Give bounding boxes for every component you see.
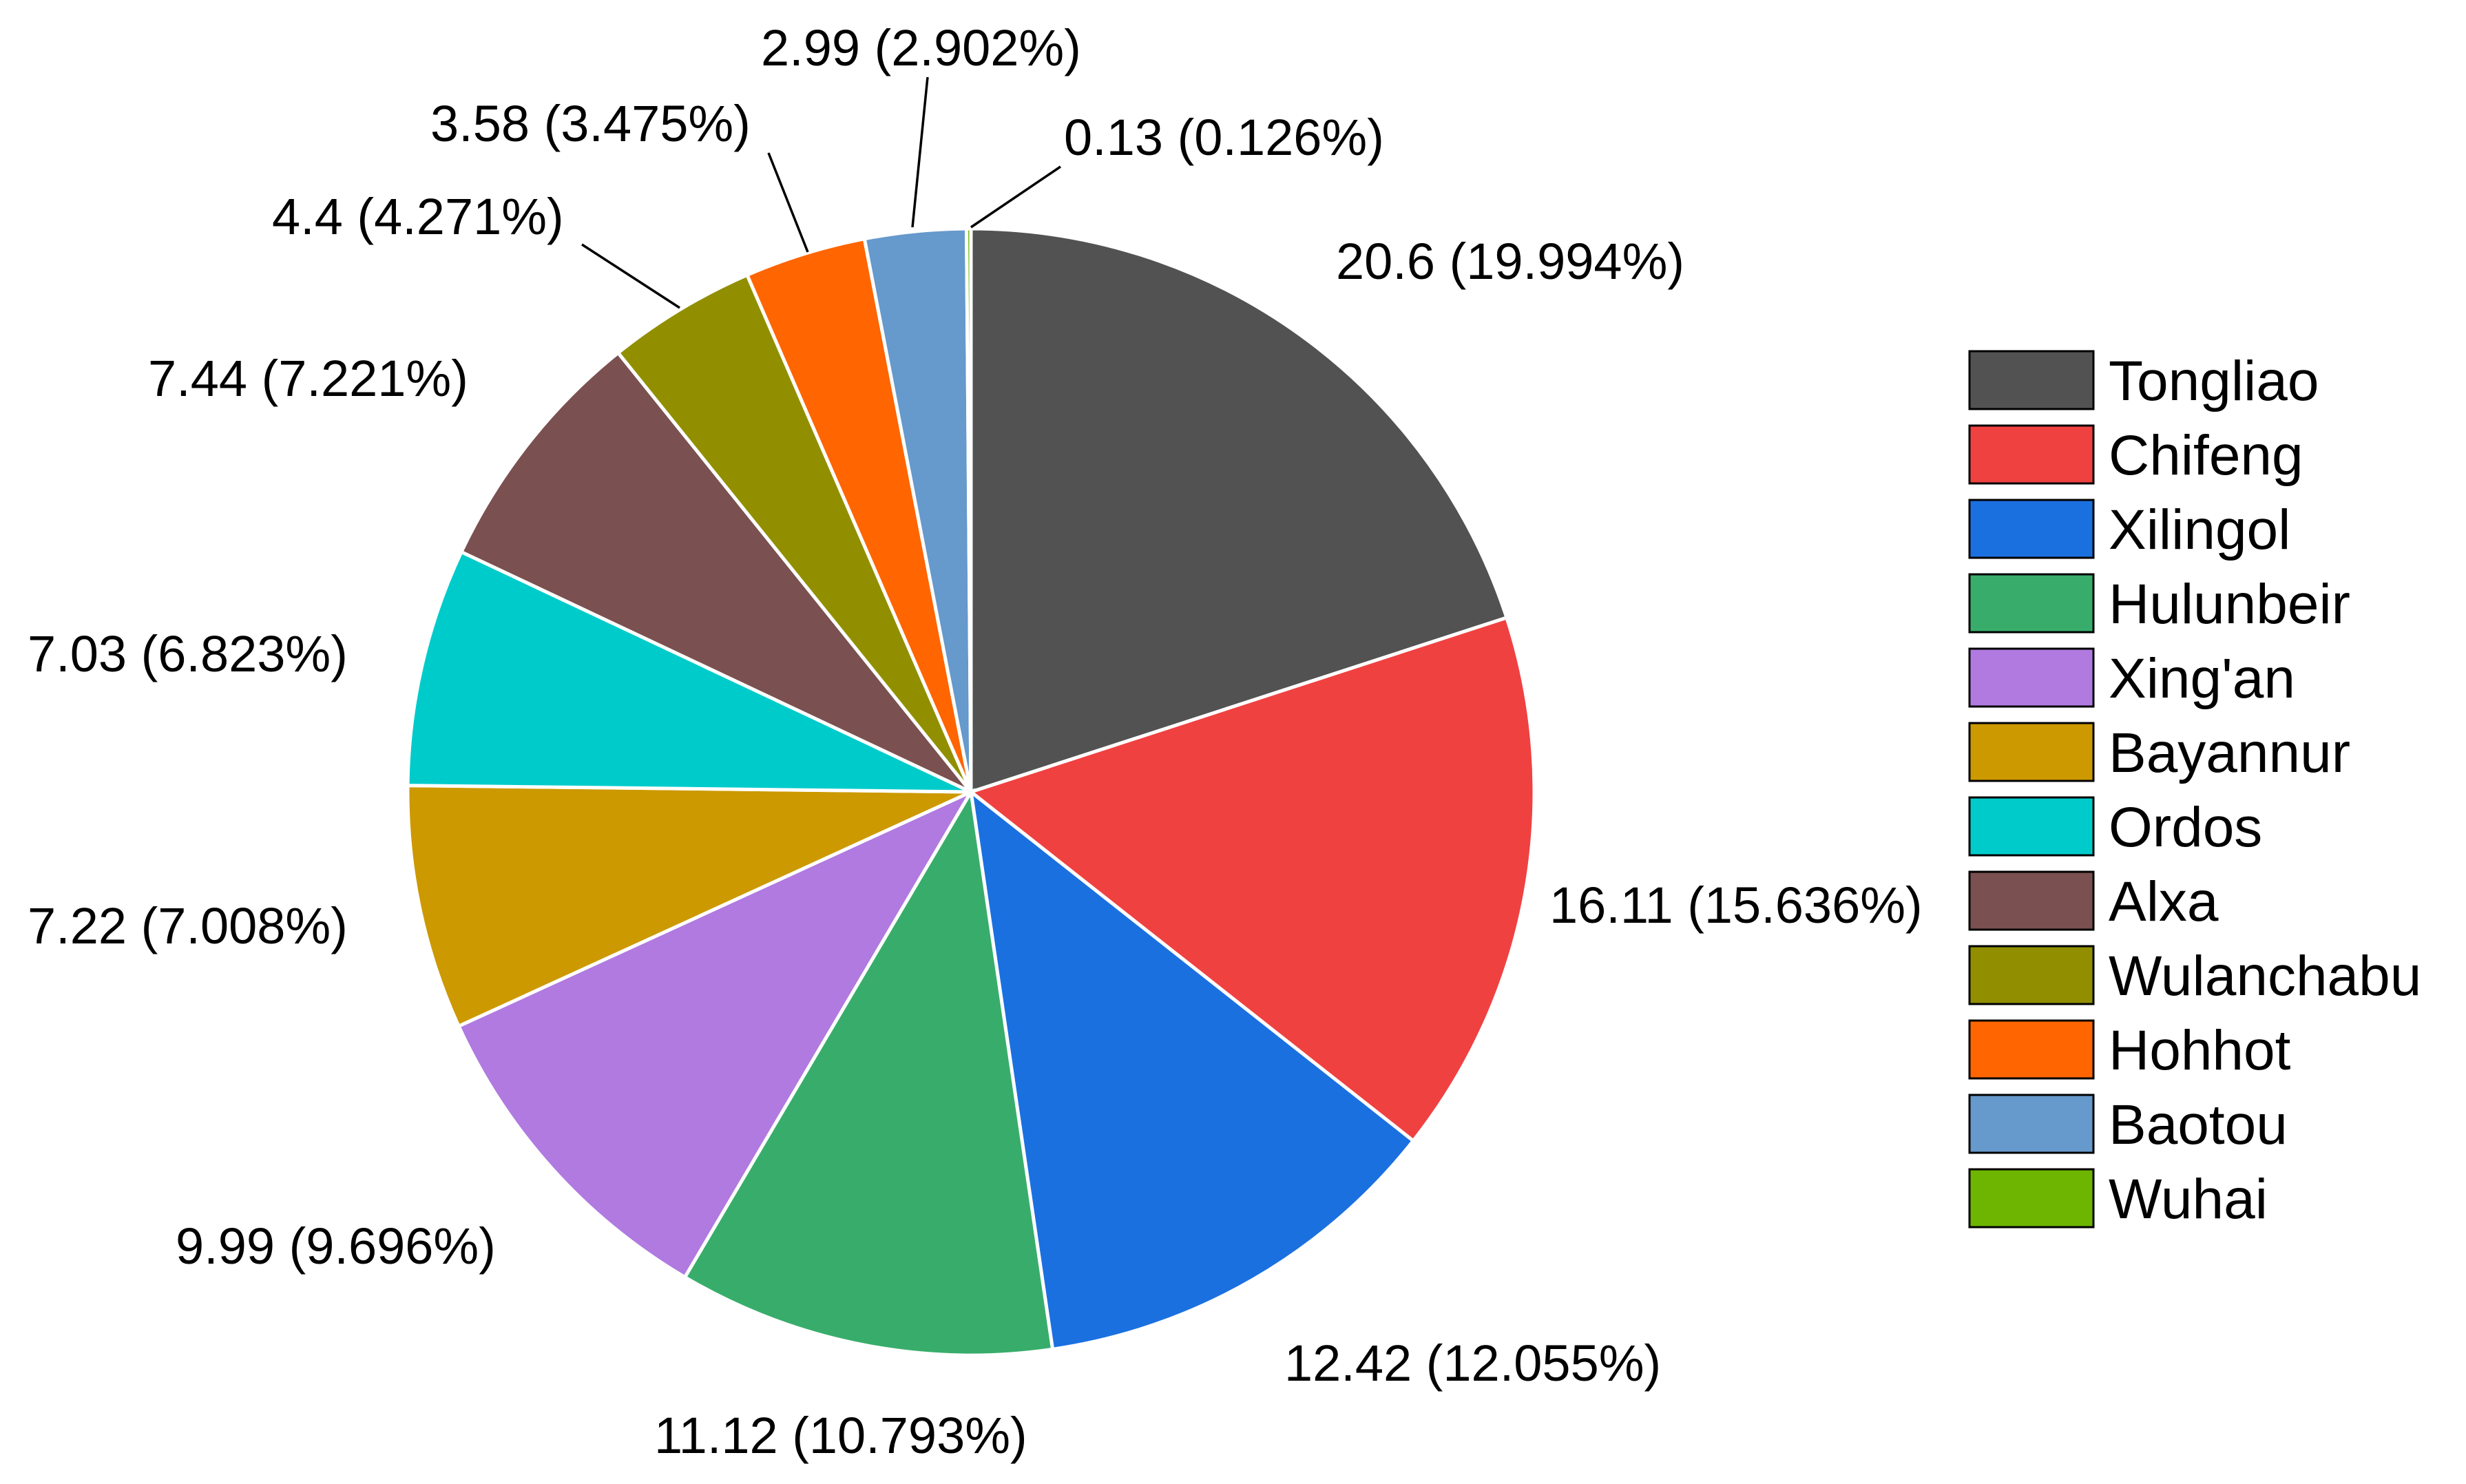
legend-swatch-hohhot — [1968, 1019, 2095, 1080]
legend-label-xilingol: Xilingol — [2109, 499, 2290, 561]
slice-labels: 20.6 (19.994%) 16.11 (15.636%) 12.42 (12.0… — [28, 19, 1923, 1464]
legend-swatch-tongliao — [1968, 350, 2095, 410]
leader-lines — [581, 76, 1061, 309]
leader-line-wulanchabu — [581, 243, 680, 309]
pie-slice-xilingol — [968, 788, 1416, 1352]
slice-label-tongliao: 20.6 (19.994%) — [1336, 233, 1684, 290]
legend-swatch-wuhai — [1968, 1168, 2095, 1229]
pie-slices — [406, 227, 1536, 1357]
pie-slice-alxa — [459, 350, 972, 794]
legend-label-tongliao: Tongliao — [2109, 350, 2319, 412]
slice-label-hulunbeir: 11.12 (10.793%) — [654, 1407, 1027, 1464]
pie-slice-xing-an — [456, 788, 976, 1280]
legend: Tongliao Chifeng Xilingol Hulunbeir Xing'an B… — [1968, 350, 2421, 1231]
legend-swatch-ordos — [1968, 796, 2095, 857]
pie-slice-tongliao — [969, 227, 1509, 795]
slice-label-xilingol: 12.42 (12.055%) — [1284, 1335, 1661, 1392]
pie-slice-wulanchabu — [616, 273, 973, 793]
slice-label-hohhot: 3.58 (3.475%) — [430, 95, 751, 152]
legend-swatch-hulunbeir — [1968, 573, 2095, 634]
legend-swatch-alxa — [1968, 870, 2095, 931]
pie-slice-hulunbeir — [682, 786, 1055, 1357]
pie-slice-wuhai — [965, 227, 973, 793]
slice-label-baotou: 2.99 (2.902%) — [761, 19, 1081, 76]
slice-label-wulanchabu: 4.4 (4.271%) — [272, 188, 564, 245]
legend-label-xing-an: Xing'an — [2109, 647, 2295, 710]
slice-label-wuhai: 0.13 (0.126%) — [1064, 109, 1384, 166]
legend-swatch-chifeng — [1968, 424, 2095, 485]
pie-slice-bayannur — [406, 784, 972, 1029]
legend-label-chifeng: Chifeng — [2109, 424, 2303, 487]
leader-line-baotou — [911, 76, 929, 228]
legend-label-ordos: Ordos — [2109, 796, 2262, 859]
slice-label-bayannur: 7.22 (7.008%) — [28, 897, 348, 954]
pie-slice-ordos — [406, 550, 972, 794]
legend-label-hulunbeir: Hulunbeir — [2109, 573, 2350, 636]
slice-label-chifeng: 16.11 (15.636%) — [1549, 877, 1923, 934]
legend-label-baotou: Baotou — [2109, 1094, 2288, 1156]
leader-line-wuhai — [970, 165, 1061, 229]
legend-swatch-xilingol — [1968, 499, 2095, 559]
legend-label-hohhot: Hohhot — [2109, 1019, 2291, 1082]
legend-swatch-xing-an — [1968, 647, 2095, 708]
legend-swatch-wulanchabu — [1968, 945, 2095, 1005]
slice-label-xing-an: 9.99 (9.696%) — [176, 1217, 496, 1275]
slice-label-ordos: 7.03 (6.823%) — [28, 625, 348, 682]
pie-slice-chifeng — [967, 615, 1536, 1144]
legend-label-wuhai: Wuhai — [2109, 1168, 2268, 1231]
legend-label-wulanchabu: Wulanchabu — [2109, 945, 2421, 1007]
legend-label-alxa: Alxa — [2109, 870, 2219, 933]
legend-label-bayannur: Bayannur — [2109, 722, 2350, 784]
slice-label-alxa: 7.44 (7.221%) — [148, 350, 468, 407]
leader-line-hohhot — [767, 152, 809, 253]
legend-swatch-bayannur — [1968, 722, 2095, 782]
legend-swatch-baotou — [1968, 1094, 2095, 1154]
